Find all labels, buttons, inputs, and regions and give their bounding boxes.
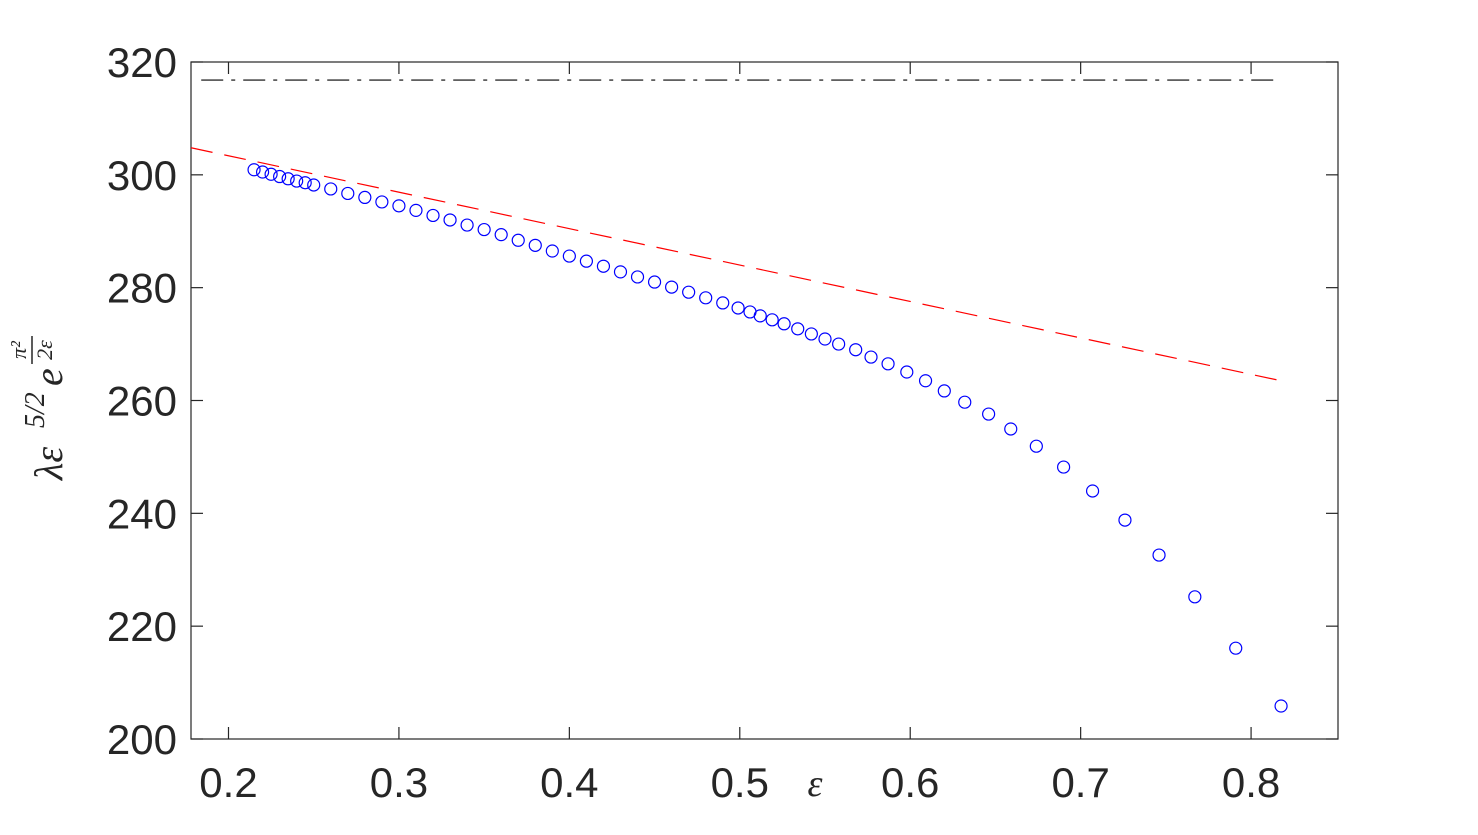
marker: [849, 343, 863, 357]
x-tick-label: 0.8: [1222, 759, 1280, 806]
x-tick-label: 0.6: [881, 759, 939, 806]
marker: [562, 249, 576, 263]
x-tick-label: 0.3: [370, 759, 428, 806]
marker: [375, 195, 389, 209]
y-axis-label: λε 5/2 e π² 2ε: [6, 336, 71, 481]
y-label-base: λε: [26, 447, 71, 481]
marker: [791, 322, 805, 336]
marker: [494, 228, 508, 242]
x-tick-label: 0.7: [1051, 759, 1109, 806]
y-tick-label: 300: [107, 152, 177, 199]
y-tick-label: 260: [107, 378, 177, 425]
marker: [818, 332, 832, 346]
marker: [324, 182, 338, 196]
marker: [630, 270, 645, 284]
reference-line: [190, 147, 1282, 382]
y-tick-label: 200: [107, 716, 177, 763]
marker: [1004, 422, 1018, 436]
marker: [443, 213, 457, 227]
marker: [937, 384, 951, 398]
marker: [341, 186, 355, 201]
marker: [290, 174, 304, 188]
marker: [1188, 590, 1202, 604]
marker: [358, 190, 372, 204]
marker: [665, 280, 679, 294]
y-tick-label: 320: [107, 39, 177, 86]
marker: [255, 165, 270, 179]
marker: [982, 407, 996, 421]
x-axis-label: ε: [808, 763, 823, 805]
marker: [777, 317, 791, 331]
marker: [1152, 548, 1166, 562]
marker: [596, 259, 611, 273]
marker: [765, 313, 779, 327]
y-label-numerator: π²: [6, 341, 31, 359]
y-label-power: 5/2: [20, 392, 51, 428]
marker: [900, 365, 914, 379]
marker: [545, 244, 559, 258]
marker: [1057, 460, 1071, 474]
marker: [1029, 439, 1043, 453]
marker: [281, 172, 295, 186]
marker: [881, 357, 895, 371]
marker: [699, 291, 713, 305]
marker: [460, 218, 474, 232]
x-tick-label: 0.2: [199, 759, 257, 806]
marker: [426, 208, 440, 223]
y-tick-label: 240: [107, 490, 177, 537]
marker: [864, 350, 878, 364]
marker: [477, 222, 491, 237]
marker: [918, 374, 933, 388]
marker: [273, 169, 287, 184]
marker: [958, 395, 972, 409]
x-tick-label: 0.5: [711, 759, 769, 806]
marker: [247, 163, 261, 177]
marker: [613, 265, 628, 279]
x-tick-label: 0.4: [540, 759, 598, 806]
y-label-exp-base: e: [26, 368, 71, 386]
marker: [392, 199, 406, 213]
marker: [511, 233, 525, 247]
plot-box: [190, 61, 1339, 740]
marker: [832, 337, 846, 351]
marker: [731, 301, 745, 315]
marker: [1118, 513, 1132, 527]
marker: [647, 275, 662, 289]
y-label-denominator: 2ε: [32, 340, 57, 360]
marker: [804, 327, 818, 341]
marker: [579, 254, 593, 268]
y-tick-label: 220: [107, 603, 177, 650]
marker: [409, 203, 423, 217]
marker: [528, 238, 542, 252]
marker: [1274, 699, 1288, 713]
marker: [753, 309, 767, 323]
marker: [1229, 641, 1243, 655]
marker: [264, 167, 278, 181]
marker: [1085, 484, 1100, 498]
marker: [716, 296, 730, 310]
y-tick-label: 280: [107, 265, 177, 312]
marker: [682, 285, 696, 299]
marker: [298, 176, 312, 190]
marker: [307, 178, 321, 192]
